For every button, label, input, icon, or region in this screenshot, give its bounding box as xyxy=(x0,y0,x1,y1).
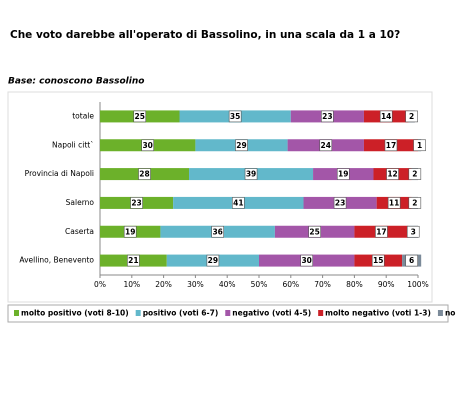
value-label-box xyxy=(244,168,258,180)
x-tick-label: 60% xyxy=(282,280,299,289)
value-label: 1 xyxy=(417,141,422,150)
y-tick-label: Caserta xyxy=(65,227,94,236)
value-label: 15 xyxy=(373,256,383,265)
value-label: 30 xyxy=(142,141,152,150)
legend-frame xyxy=(7,304,449,323)
value-label: 25 xyxy=(135,112,145,121)
value-label: 29 xyxy=(208,256,218,265)
plot-frame xyxy=(7,91,433,303)
subtitle: Base: conoscono Bassolino xyxy=(8,77,144,87)
value-label-box xyxy=(379,110,393,123)
x-tick-label: 0% xyxy=(94,280,106,289)
value-label: 29 xyxy=(236,141,246,150)
chart-title: Che voto darebbe all'operato di Bassolin… xyxy=(10,29,400,41)
value-label: 2 xyxy=(412,170,417,179)
value-label: 2 xyxy=(412,198,417,207)
value-label: 23 xyxy=(335,198,345,207)
value-label: 25 xyxy=(309,227,319,236)
value-label-box xyxy=(375,225,388,238)
value-label: 28 xyxy=(139,170,149,179)
x-tick-label: 50% xyxy=(251,280,268,289)
value-label-box xyxy=(387,197,401,209)
x-tick-label: 80% xyxy=(346,280,363,289)
value-label-box xyxy=(384,139,398,152)
value-label-box xyxy=(405,254,418,267)
value-label-box xyxy=(408,197,422,209)
value-label-box xyxy=(333,197,347,209)
y-tick-label: totale xyxy=(72,111,94,120)
value-label-box xyxy=(405,110,418,123)
x-tick-label: 70% xyxy=(314,280,331,289)
value-label-box xyxy=(300,254,314,267)
value-label-box xyxy=(235,139,248,152)
value-label: 3 xyxy=(411,227,416,236)
value-label-box xyxy=(133,110,147,123)
value-label-box xyxy=(371,254,385,267)
x-tick-label: 40% xyxy=(219,280,236,289)
value-label: 23 xyxy=(131,198,141,207)
value-label-box xyxy=(127,254,140,267)
value-label: 14 xyxy=(381,112,391,121)
value-label: 41 xyxy=(233,198,243,207)
value-label-box xyxy=(206,254,220,267)
value-label: 30 xyxy=(301,256,311,265)
legend-label: positivo (voti 6-7) xyxy=(143,309,219,318)
value-label: 6 xyxy=(409,256,414,265)
value-label: 19 xyxy=(338,170,348,179)
legend-swatch xyxy=(437,310,443,316)
value-label: 17 xyxy=(386,141,396,150)
legend-label: molto negativo (voti 1-3) xyxy=(325,309,431,318)
value-label: 21 xyxy=(128,256,138,265)
value-label: 36 xyxy=(212,227,222,236)
value-label-box xyxy=(413,139,426,152)
legend-swatch xyxy=(135,310,141,316)
value-label: 19 xyxy=(125,227,135,236)
y-tick-label: Napoli citt` xyxy=(52,140,94,149)
value-label-box xyxy=(321,110,334,123)
value-label-box xyxy=(141,139,154,152)
value-label-box xyxy=(211,225,224,238)
value-label-box xyxy=(308,225,321,238)
value-label-box xyxy=(130,197,143,209)
value-label-box xyxy=(123,225,137,238)
y-tick-label: Salerno xyxy=(66,198,95,207)
value-label-box xyxy=(319,139,333,152)
y-tick-label: Provincia di Napoli xyxy=(25,169,94,178)
value-label-box xyxy=(336,168,350,180)
value-label-box xyxy=(228,110,242,123)
value-label-box xyxy=(232,197,245,209)
legend-label: molto positivo (voti 8-10) xyxy=(21,309,129,318)
value-label: 24 xyxy=(321,141,331,150)
x-tick-label: 10% xyxy=(123,280,140,289)
value-label: 35 xyxy=(230,112,240,121)
value-label: 23 xyxy=(322,112,332,121)
value-label: 11 xyxy=(389,198,399,207)
legend-swatch xyxy=(225,310,231,316)
legend-swatch xyxy=(318,310,324,316)
value-label-box xyxy=(406,225,420,238)
x-tick-label: 20% xyxy=(155,280,172,289)
value-label: 12 xyxy=(387,170,397,179)
value-label: 2 xyxy=(409,112,414,121)
y-tick-label: Avellino, Benevento xyxy=(19,256,94,265)
value-label: 17 xyxy=(376,227,386,236)
x-tick-label: 30% xyxy=(187,280,204,289)
value-label-box xyxy=(386,168,399,180)
x-tick-label: 90% xyxy=(378,280,395,289)
value-label-box xyxy=(138,168,151,180)
value-label-box xyxy=(408,168,422,180)
legend-swatch xyxy=(14,310,19,316)
value-label: 39 xyxy=(246,170,256,179)
legend-label: non sa xyxy=(445,309,456,318)
x-tick-label: 100% xyxy=(407,280,428,289)
legend-label: negativo (voti 4-5) xyxy=(232,309,311,318)
